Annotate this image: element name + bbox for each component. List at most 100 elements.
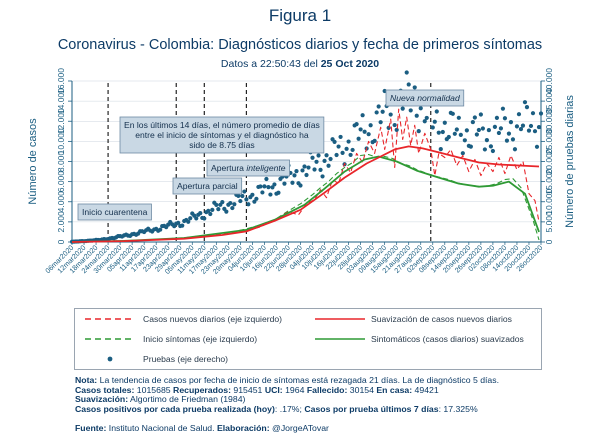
tests-marker (344, 146, 349, 151)
y-right-tick-label: 35.000 (544, 88, 554, 114)
tests-marker (522, 100, 528, 105)
chart-title: Coronavirus - Colombia: Diagnósticos dia… (57, 37, 543, 53)
tests-marker (260, 190, 265, 195)
tests-marker (438, 147, 443, 152)
tests-marker (340, 150, 345, 155)
tests-marker (468, 144, 473, 149)
subtitle-date: 25 Oct 2020 (320, 58, 380, 70)
tests-marker (194, 216, 199, 221)
tests-marker (416, 129, 421, 134)
tests-marker (326, 163, 331, 168)
tests-marker (490, 148, 495, 154)
note-line-positivity: Casos positivos por cada prueba realizad… (75, 403, 478, 414)
tests-marker (516, 112, 522, 117)
y-left-tick-label: 16.000 (56, 68, 66, 94)
tests-marker (380, 109, 385, 114)
legend-symptoms-smooth-label: Sintomáticos (casos diarios) suavizados (371, 334, 524, 344)
tests-marker (486, 127, 491, 133)
legend-cases-smooth-symbol (315, 318, 365, 320)
tests-marker (528, 123, 534, 129)
tests-marker (220, 200, 225, 205)
tests-marker (454, 127, 459, 132)
tests-marker (418, 106, 423, 111)
legend-tests-label: Pruebas (eje derecho) (143, 354, 229, 364)
legend-cases-smooth-label: Suavización de casos nuevos diarios (371, 314, 512, 324)
tests-marker (302, 164, 307, 169)
annotation-new-normal-text: Nueva normalidad (390, 93, 460, 103)
notes-block: Nota: La tendencia de casos por fecha de… (75, 375, 595, 414)
tests-marker (216, 207, 221, 212)
tests-marker (206, 208, 211, 213)
tests-marker (186, 219, 191, 224)
annotation-symptom-delay: En los últimos 14 días, el número promed… (119, 116, 325, 154)
tests-marker (338, 134, 343, 140)
annotation-smart-opening-box (206, 159, 290, 177)
note-line-smoothing: Suavización: Algortimo de Friedman (1984… (75, 394, 246, 405)
tests-marker (534, 144, 540, 149)
tests-marker (520, 123, 526, 128)
tests-marker (354, 122, 359, 127)
tests-marker (508, 120, 514, 125)
tests-marker (180, 223, 185, 228)
y-right-tick-label: 25.000 (544, 128, 554, 154)
annotation-partial-opening-text: Apertura parcial (177, 181, 238, 191)
tests-marker (446, 134, 451, 140)
tests-marker (228, 200, 233, 206)
legend-cases-label: Casos nuevos diarios (eje izquierdo) (143, 314, 283, 324)
y-left-tick-label: 12.000 (56, 108, 66, 134)
tests-marker (392, 122, 397, 128)
tests-marker (458, 132, 463, 137)
tests-marker (538, 111, 544, 116)
chart-legend: Casos nuevos diarios (eje izquierdo) Sua… (74, 308, 542, 370)
tests-marker (500, 106, 506, 111)
tests-marker (406, 82, 411, 87)
annotation-partial-opening-box (172, 177, 243, 195)
tests-marker (332, 139, 337, 145)
y-right-tick-label: 40.000 (544, 68, 554, 94)
y-left-axis-title: Número de casos (27, 118, 39, 205)
tests-marker (262, 184, 267, 189)
tests-marker (502, 116, 508, 121)
tests-marker (478, 112, 483, 117)
tests-marker (242, 189, 247, 194)
tests-marker (404, 70, 409, 75)
tests-marker (430, 125, 435, 130)
y-right-tick-label: 10.000 (544, 188, 554, 214)
tests-marker (324, 153, 329, 158)
tests-marker (232, 202, 237, 207)
tests-marker (202, 216, 207, 221)
y-right-tick-label: 0 (544, 239, 554, 244)
tests-marker (214, 202, 219, 207)
tests-marker (306, 165, 311, 170)
annotation-new-normal-box (385, 89, 465, 107)
tests-marker (462, 138, 467, 143)
tests-marker (264, 176, 269, 182)
y-left-tick-label: 14.000 (56, 88, 66, 114)
annotation-smart-opening-text: Apertura inteligente (211, 163, 286, 173)
tests-marker (488, 144, 493, 149)
tests-marker (310, 155, 315, 160)
tests-marker (198, 210, 203, 216)
tests-marker (270, 185, 275, 190)
tests-marker (514, 124, 520, 129)
tests-marker (358, 127, 363, 132)
subtitle-prefix: Datos a 22:50:43 del (220, 58, 318, 70)
tests-marker (266, 185, 271, 190)
source-line: Fuente: Instituto Nacional de Salud. Ela… (75, 423, 329, 433)
annotation-symptom-delay-text: En los últimos 14 días, el número promed… (124, 120, 320, 130)
tests-marker (474, 132, 479, 137)
tests-marker (298, 183, 303, 188)
tests-marker (482, 147, 487, 152)
tests-marker (518, 126, 524, 132)
tests-marker (244, 197, 249, 202)
tests-marker (230, 205, 235, 211)
y-left-tick-label: 4.000 (56, 191, 66, 213)
tests-marker (292, 173, 297, 178)
tests-marker (346, 139, 351, 144)
tests-marker (316, 153, 321, 158)
note-line-totals: Casos totales: 1015685 Recuperados: 9154… (75, 384, 439, 395)
tests-marker (176, 220, 181, 225)
tests-marker (498, 126, 504, 131)
tests-marker (442, 120, 447, 125)
